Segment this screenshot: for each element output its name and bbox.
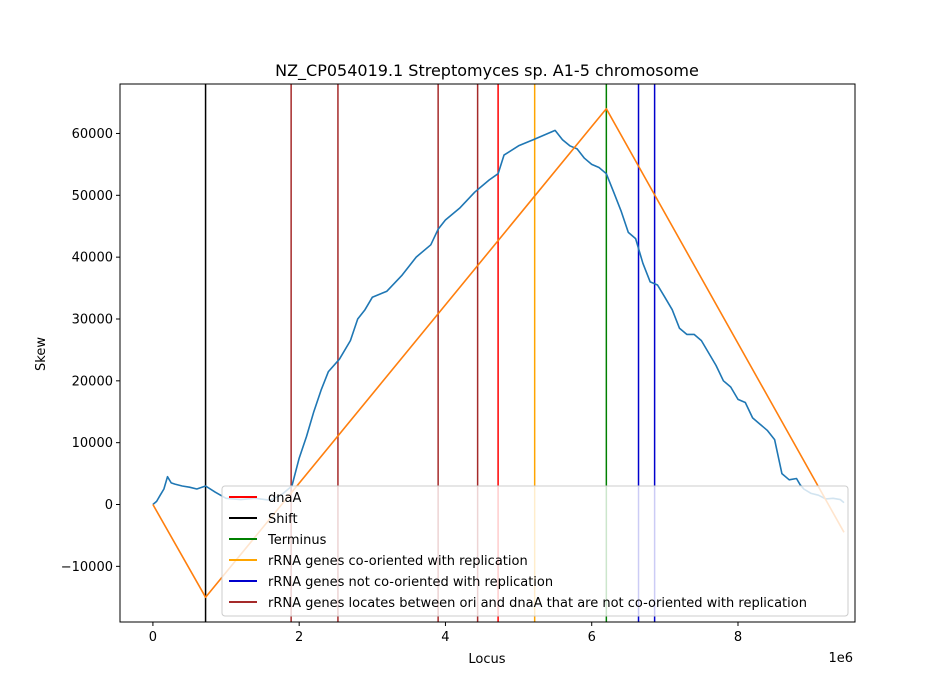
x-axis-ticks: 0 2 4 6 8 <box>149 622 742 645</box>
x-tick-label-4: 8 <box>734 630 742 645</box>
legend: dnaA Shift Terminus rRNA genes co-oriented … <box>221 485 849 617</box>
legend-label-2: Terminus <box>267 533 327 548</box>
legend-box <box>221 485 849 617</box>
y-axis-ticks: −10000 0 10000 20000 30000 40000 50000 60000 <box>61 127 120 575</box>
y-tick-label-3: 20000 <box>72 374 113 389</box>
legend-label-0: dnaA <box>268 491 301 506</box>
legend-label-3: rRNA genes co-oriented with replication <box>268 554 528 569</box>
series-line-1 <box>152 107 845 599</box>
x-axis-label: Locus <box>468 652 505 667</box>
y-tick-label-1: 0 <box>105 498 113 513</box>
x-tick-label-1: 2 <box>295 630 303 645</box>
y-tick-label-0: −10000 <box>61 560 113 575</box>
plot-frame <box>119 83 856 623</box>
legend-label-4: rRNA genes not co-oriented with replicat… <box>268 575 553 590</box>
y-tick-label-6: 50000 <box>72 189 113 204</box>
legend-label-1: Shift <box>268 512 298 527</box>
legend-label-5: rRNA genes locates between ori and dnaA … <box>268 596 807 611</box>
y-tick-label-2: 10000 <box>72 436 113 451</box>
y-tick-label-4: 30000 <box>72 312 113 327</box>
chart-title: NZ_CP054019.1 Streptomyces sp. A1-5 chro… <box>275 61 699 81</box>
x-tick-label-0: 0 <box>149 630 157 645</box>
x-axis-offset: 1e6 <box>828 651 853 666</box>
y-tick-label-7: 60000 <box>72 127 113 142</box>
y-axis-label: Skew <box>34 337 49 371</box>
x-tick-label-2: 4 <box>441 630 449 645</box>
y-tick-label-5: 40000 <box>72 251 113 266</box>
x-tick-label-3: 6 <box>588 630 596 645</box>
